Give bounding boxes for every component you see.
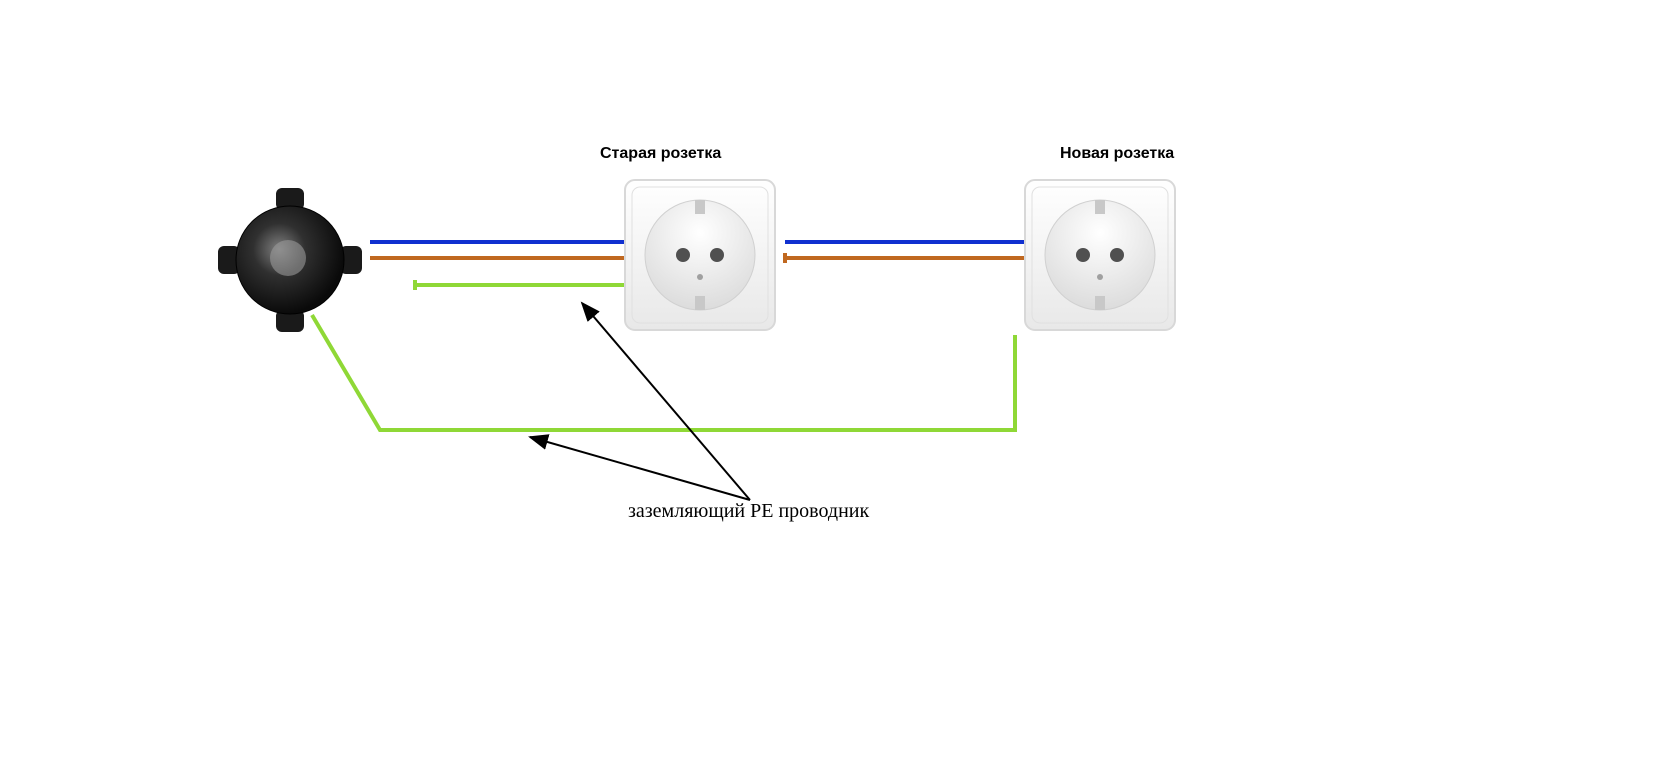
annotation-arrow-2 (530, 437, 750, 500)
junction-box (218, 188, 362, 332)
annotation-arrow-1 (582, 303, 750, 500)
label-old-socket: Старая розетка (600, 145, 721, 163)
pe-conductor-path (312, 315, 1015, 430)
label-pe-conductor: заземляющий PE проводник (628, 500, 869, 523)
label-new-socket: Новая розетка (1060, 145, 1174, 163)
socket-new (1025, 180, 1175, 330)
wiring-diagram (0, 0, 1670, 776)
socket-old (625, 180, 775, 330)
